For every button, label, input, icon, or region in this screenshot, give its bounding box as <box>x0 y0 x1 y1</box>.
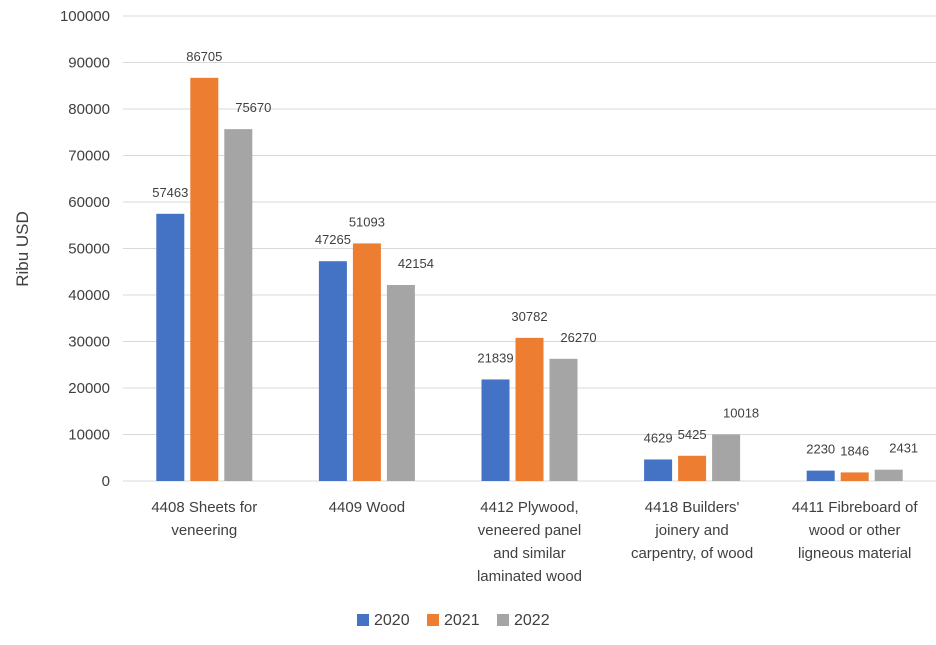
legend-swatch <box>427 614 439 626</box>
y-tick-label: 80000 <box>68 101 110 118</box>
data-label: 1846 <box>840 443 869 458</box>
data-label: 42154 <box>398 256 434 271</box>
bar <box>840 472 869 481</box>
bar <box>806 470 835 481</box>
x-category-label: 4409 Wood <box>329 499 405 516</box>
y-axis-ticks: 0 10000 20000 30000 40000 50000 60000 70000 8000… <box>60 8 110 490</box>
y-tick-label: 60000 <box>68 194 110 211</box>
legend: 2020 2021 2022 <box>357 612 550 629</box>
x-category-label: 4418 Builders' joinery and carpentry, of w… <box>631 499 753 562</box>
bar <box>712 434 741 481</box>
x-category-label: 4412 Plywood, veneered panel and similar la… <box>477 499 582 585</box>
bar <box>156 213 185 481</box>
x-category-label-line: joinery and <box>654 522 728 539</box>
x-category-label: 4411 Fibreboard of wood or other ligneous … <box>792 499 918 562</box>
bar <box>644 459 673 481</box>
y-tick-label: 40000 <box>68 287 110 304</box>
y-tick-label: 20000 <box>68 380 110 397</box>
y-tick-label: 30000 <box>68 334 110 351</box>
data-label: 75670 <box>235 100 271 115</box>
y-tick-label: 50000 <box>68 241 110 258</box>
bar <box>318 261 347 481</box>
x-category-label-line: veneered panel <box>478 522 581 539</box>
bars <box>156 77 903 481</box>
x-category-label-line: 4409 Wood <box>329 499 405 516</box>
x-category-label-line: 4418 Builders' <box>645 499 740 516</box>
x-category-label-line: 4408 Sheets for <box>151 499 257 516</box>
bar <box>352 243 381 481</box>
x-axis-categories: 4408 Sheets for veneering 4409 Wood 4412 Pl… <box>151 499 918 585</box>
x-category-label-line: and similar <box>493 545 566 562</box>
data-label: 51093 <box>349 214 385 229</box>
data-label: 30782 <box>511 309 547 324</box>
bar <box>874 469 903 481</box>
bar <box>190 77 219 481</box>
y-tick-label: 70000 <box>68 148 110 165</box>
gridlines <box>123 15 936 482</box>
data-label: 2431 <box>889 441 918 456</box>
bar <box>678 455 707 481</box>
data-label: 4629 <box>644 430 673 445</box>
x-category-label-line: ligneous material <box>798 545 911 562</box>
bar <box>549 358 578 481</box>
data-labels: 57463 86705 75670 47265 51093 42154 21839 30782… <box>152 49 918 459</box>
data-label: 47265 <box>315 232 351 247</box>
x-category-label: 4408 Sheets for veneering <box>151 499 257 539</box>
x-category-label-line: wood or other <box>808 522 901 539</box>
legend-swatch <box>497 614 509 626</box>
legend-label: 2022 <box>514 612 550 629</box>
data-label: 21839 <box>477 350 513 365</box>
x-category-label-line: 4411 Fibreboard of <box>792 499 918 516</box>
y-tick-label: 100000 <box>60 8 110 25</box>
legend-label: 2020 <box>374 612 410 629</box>
legend-swatch <box>357 614 369 626</box>
y-axis-title: Ribu USD <box>13 211 32 287</box>
bar <box>481 379 510 481</box>
y-tick-label: 90000 <box>68 55 110 72</box>
y-tick-label: 10000 <box>68 427 110 444</box>
bar <box>224 129 253 481</box>
x-category-label-line: veneering <box>171 522 237 539</box>
bar <box>386 284 415 481</box>
data-label: 86705 <box>186 49 222 64</box>
data-label: 2230 <box>806 442 835 457</box>
bar <box>515 337 544 481</box>
x-category-label-line: laminated wood <box>477 568 582 585</box>
data-label: 5425 <box>678 427 707 442</box>
x-category-label-line: 4412 Plywood, <box>480 499 578 516</box>
y-tick-label: 0 <box>102 473 110 490</box>
legend-label: 2021 <box>444 612 480 629</box>
data-label: 10018 <box>723 405 759 420</box>
data-label: 57463 <box>152 185 188 200</box>
data-label: 26270 <box>560 330 596 345</box>
x-category-label-line: carpentry, of wood <box>631 545 753 562</box>
